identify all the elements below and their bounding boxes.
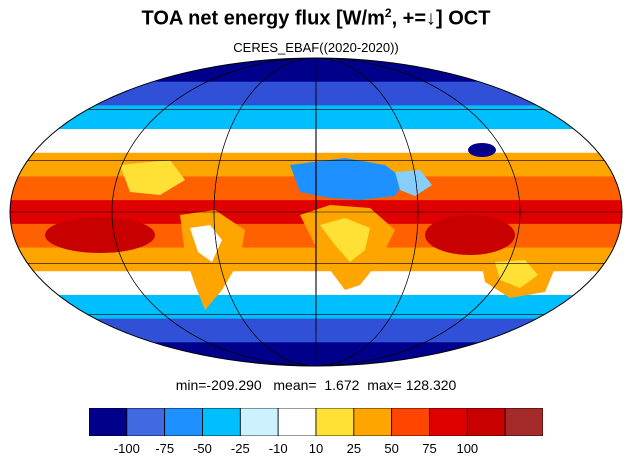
colorbar-tick-label: -10 — [268, 441, 288, 456]
colorbar-swatch — [391, 408, 430, 436]
colorbar-swatch — [466, 408, 506, 436]
globe-outline — [9, 57, 623, 367]
australia-inner — [495, 260, 538, 288]
sahara-region — [290, 158, 405, 200]
latitude-band — [10, 81, 622, 107]
colorbar-tick-label: -75 — [155, 441, 175, 456]
colorbar-swatch — [504, 408, 543, 436]
chart-title: TOA net energy flux [W/m2, +=↓] OCT — [141, 6, 491, 30]
colorbar-swatch — [239, 408, 279, 436]
land-anomalies — [45, 143, 555, 310]
colorbar-tick-label: -100 — [113, 441, 140, 456]
colorbar-tick-label: -50 — [193, 441, 212, 456]
latitude-band — [10, 129, 622, 154]
arabia-region — [395, 170, 432, 196]
colorbar-swatch — [164, 408, 203, 436]
graticule — [10, 58, 622, 366]
colorbar-swatch — [353, 408, 393, 436]
colorbar-swatch — [202, 408, 241, 436]
colorbar-swatch — [126, 408, 166, 436]
tibet-region — [468, 143, 496, 157]
maritime-warm-pool — [425, 215, 515, 255]
latitude-band — [10, 342, 622, 366]
meridian-line — [111, 58, 521, 366]
latitude-band — [10, 318, 622, 344]
africa-inner — [320, 218, 370, 262]
latitude-band — [10, 294, 622, 320]
colorbar-tick-label: 25 — [346, 441, 362, 456]
colorbar-swatch — [277, 408, 317, 436]
colorbar-tick-label: 100 — [456, 441, 479, 456]
latitude-band — [10, 58, 622, 83]
map-field — [10, 58, 622, 366]
chart-subtitle: CERES_EBAF((2020-2020)) — [233, 40, 399, 55]
north-america-land — [120, 160, 185, 195]
colorbar-tick-label: 75 — [422, 441, 437, 456]
colorbar-swatch — [429, 408, 468, 436]
colorbar-tick-label: -25 — [230, 441, 250, 456]
colorbar-tick-labels: -100 -75 -50 -25 -10 10 25 50 75 100 — [0, 441, 632, 459]
south-america-inner — [190, 225, 222, 262]
colorbar-tick-label: 10 — [308, 441, 324, 456]
statistics-line: min=-209.290 mean= 1.672 max= 128.320 — [175, 377, 457, 393]
colorbar-tick-label: 50 — [384, 441, 399, 456]
meridian-line — [315, 58, 317, 366]
colorbar — [89, 408, 543, 436]
meridian-line — [213, 58, 419, 366]
pacific-warm-pool — [45, 217, 155, 253]
colorbar-swatch — [315, 408, 355, 436]
colorbar-swatch — [89, 408, 128, 436]
